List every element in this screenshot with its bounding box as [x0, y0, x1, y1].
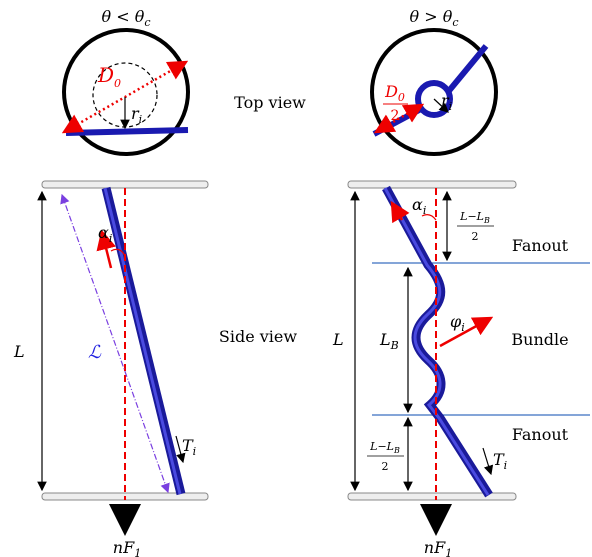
- label-part: 1: [445, 547, 452, 557]
- force-label: nF1: [424, 538, 452, 557]
- label-part: 1: [134, 547, 141, 557]
- length-label: L: [332, 330, 344, 349]
- fiber-highlight: [105, 188, 180, 494]
- half-diameter-num: D0: [384, 82, 405, 104]
- label-part: L−L: [369, 440, 394, 453]
- label-part: α: [98, 223, 109, 242]
- diameter-label: D0: [97, 63, 121, 90]
- angle-label: αi: [412, 195, 426, 217]
- label-part: i: [423, 204, 427, 217]
- label-part: L: [379, 330, 391, 349]
- label-part: φ: [450, 312, 462, 331]
- diagram: θ < θc D0 ri θ > θc D0 2 ri Top view Sid…: [0, 0, 592, 557]
- fiber: [448, 46, 486, 92]
- label-part: c: [452, 16, 458, 29]
- half-diameter-den: 2: [391, 108, 400, 124]
- length-label: L: [13, 342, 25, 361]
- label-part: i: [139, 113, 143, 126]
- label-part: θ < θ: [101, 7, 144, 26]
- label-part: nF: [113, 538, 135, 557]
- radius-label: ri: [131, 104, 142, 126]
- right-title: θ > θc: [409, 7, 458, 29]
- fanout-length-num: L−LB: [369, 440, 400, 455]
- label-part: B: [390, 339, 399, 352]
- label-part: 0: [114, 77, 121, 90]
- fanout-label: Fanout: [512, 425, 569, 444]
- tension-label: Ti: [182, 436, 196, 458]
- left-title: θ < θc: [101, 7, 150, 29]
- label-part: θ > θ: [409, 7, 452, 26]
- fiber: [66, 130, 188, 133]
- side-view-label: Side view: [219, 327, 298, 346]
- bundle-label: Bundle: [511, 330, 568, 349]
- plate: [42, 181, 208, 188]
- label-part: i: [504, 459, 508, 472]
- twist-arrow: [440, 318, 491, 346]
- tension-label: Ti: [493, 450, 507, 472]
- label-part: i: [109, 232, 113, 245]
- contour-label: ℒ: [88, 342, 102, 363]
- plate: [348, 493, 516, 500]
- label-part: B: [483, 216, 490, 225]
- label-part: c: [144, 16, 150, 29]
- plate: [348, 181, 516, 188]
- label-part: 0: [398, 91, 405, 104]
- twist-label: φi: [450, 312, 465, 334]
- label-part: D: [97, 63, 114, 87]
- label-part: i: [193, 445, 197, 458]
- tension-arrow: [483, 448, 491, 474]
- label-part: L−L: [459, 210, 484, 223]
- fanout-length-den: 2: [472, 230, 479, 243]
- bundle-length-label: LB: [379, 330, 399, 352]
- top-view-label: Top view: [234, 93, 306, 112]
- label-part: i: [449, 100, 453, 113]
- label-part: D: [384, 82, 398, 101]
- angle-label: αi: [98, 223, 112, 245]
- fanout-length-num: L−LB: [459, 210, 490, 225]
- force-label: nF1: [113, 538, 141, 557]
- label-part: B: [393, 446, 400, 455]
- label-part: i: [461, 321, 465, 334]
- label-part: nF: [424, 538, 446, 557]
- fanout-label: Fanout: [512, 236, 569, 255]
- fanout-length-den: 2: [382, 460, 389, 473]
- label-part: α: [412, 195, 423, 214]
